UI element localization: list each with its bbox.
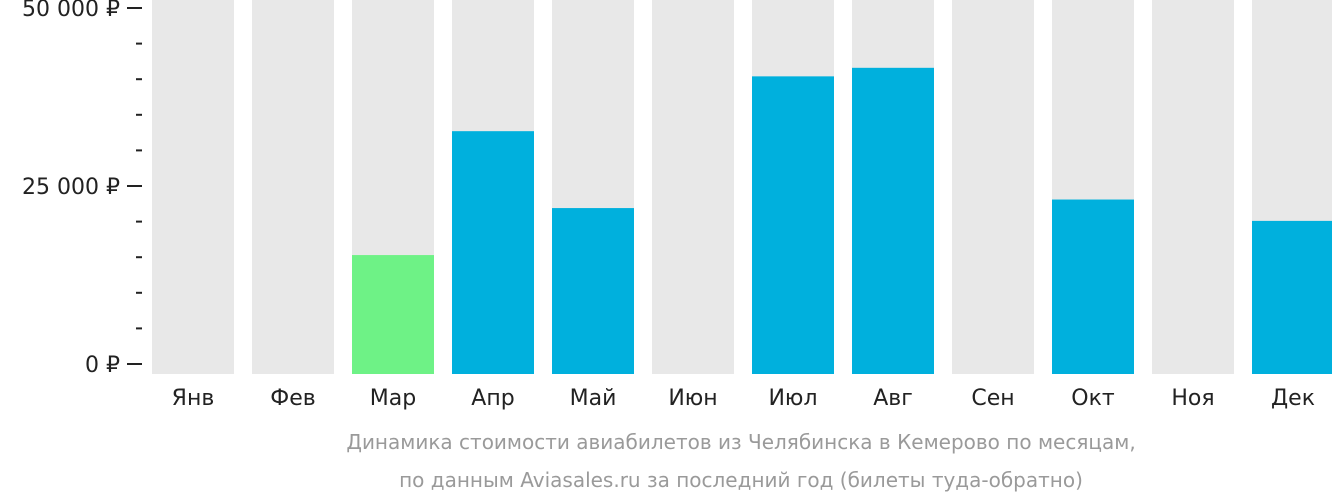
background-bar-2 (252, 0, 334, 374)
background-bar-1 (152, 0, 234, 374)
chart-caption-line-1: Динамика стоимости авиабилетов из Челяби… (346, 430, 1136, 454)
x-tick-label: Апр (471, 386, 514, 411)
background-bar-6 (652, 0, 734, 374)
x-tick-label: Янв (172, 386, 215, 411)
x-tick-label: Мар (370, 386, 416, 411)
x-tick-label: Авг (873, 386, 913, 411)
bar-5 (552, 208, 634, 374)
x-tick-label: Июн (668, 386, 717, 411)
bar-3 (352, 255, 434, 374)
background-bar-11 (1152, 0, 1234, 374)
bar-8 (852, 67, 934, 375)
x-tick-label: Май (570, 386, 617, 411)
y-tick-label: 50 000 ₽ (22, 0, 120, 22)
bar-10 (1052, 199, 1134, 374)
x-tick-label: Фев (270, 386, 315, 411)
bar-7 (752, 76, 834, 375)
x-tick-label: Ноя (1171, 386, 1214, 411)
x-axis-labels: Янв Фев Мар Апр Май Июн Июл Авг Сен Окт Ноя Дек (172, 386, 1315, 411)
y-tick-label: 0 ₽ (85, 353, 120, 378)
background-bar-9 (952, 0, 1034, 374)
x-tick-label: Окт (1071, 386, 1115, 411)
chart-caption-line-2: по данным Aviasales.ru за последний год … (399, 468, 1083, 492)
x-tick-label: Сен (971, 386, 1014, 411)
background-bars (152, 0, 1332, 374)
x-tick-label: Дек (1271, 386, 1315, 411)
bar-4 (452, 131, 534, 374)
y-tick-label: 25 000 ₽ (22, 175, 120, 200)
x-tick-label: Июл (768, 386, 817, 411)
y-axis: 0 ₽ 25 000 ₽ 50 000 ₽ (22, 0, 142, 378)
price-bar-chart: 0 ₽ 25 000 ₽ 50 000 ₽ Янв Фев Мар Апр Май Июн Ию… (22, 0, 1332, 411)
value-bars (352, 67, 1332, 375)
bar-12 (1252, 220, 1332, 374)
